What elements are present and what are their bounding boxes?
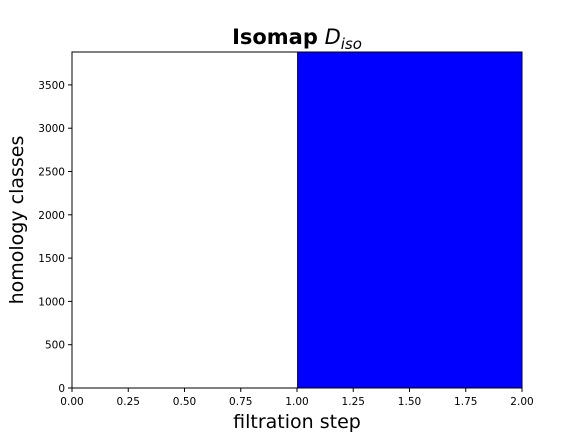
y-axis-label: homology classes — [6, 136, 28, 305]
x-tick-label: 1.25 — [342, 396, 365, 408]
y-tick-label: 0 — [58, 383, 65, 395]
x-tick-label: 0.00 — [60, 396, 83, 408]
bar — [297, 52, 522, 388]
y-tick-label: 1500 — [38, 253, 65, 265]
y-tick-label: 2500 — [38, 167, 65, 179]
x-tick-label: 1.00 — [285, 396, 308, 408]
title-subscript: iso — [341, 35, 362, 53]
chart-title: Isomap Diso — [232, 25, 362, 53]
y-tick-label: 500 — [45, 340, 65, 352]
x-tick-label: 0.50 — [173, 396, 196, 408]
y-tick-label: 1000 — [38, 296, 65, 308]
x-axis-label: filtration step — [233, 411, 361, 433]
x-tick-label: 1.75 — [454, 396, 477, 408]
title-text: Isomap — [232, 25, 318, 49]
y-tick-label: 2000 — [38, 210, 65, 222]
y-tick-label: 3000 — [38, 123, 65, 135]
x-tick-label: 0.75 — [229, 396, 252, 408]
x-tick-label: 1.50 — [398, 396, 421, 408]
y-tick-label: 3500 — [38, 80, 65, 92]
x-tick-label: 0.25 — [117, 396, 140, 408]
title-symbol: D — [325, 25, 341, 49]
x-tick-label: 2.00 — [510, 396, 533, 408]
